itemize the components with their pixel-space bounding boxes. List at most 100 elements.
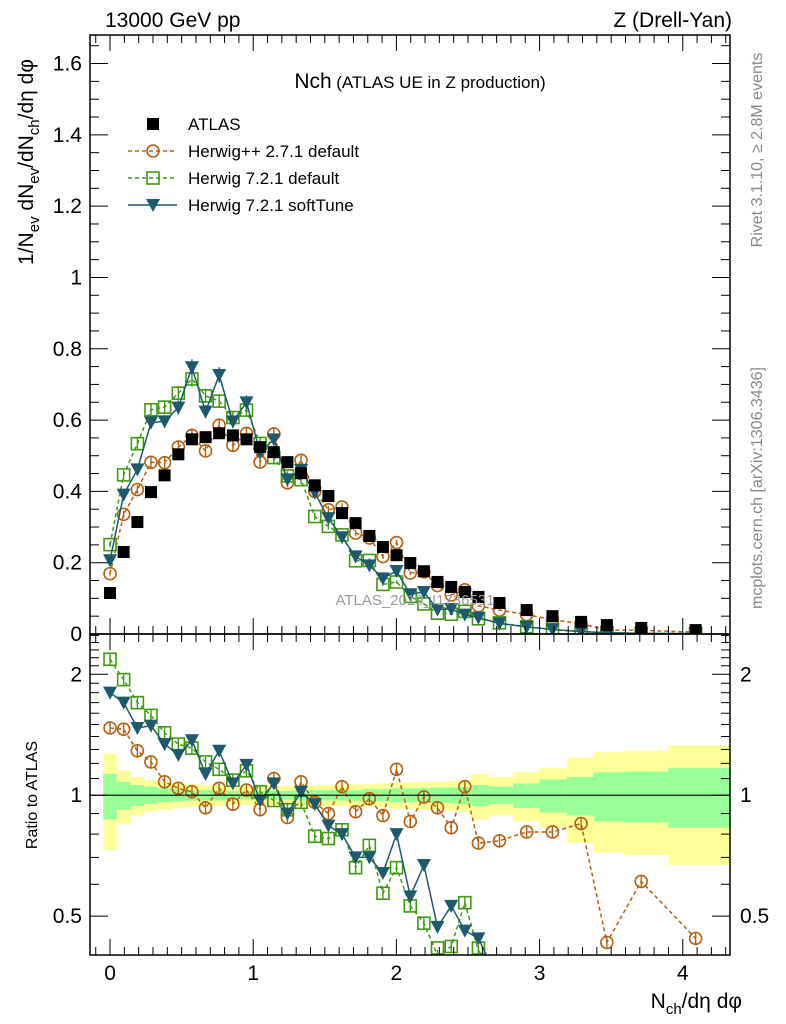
atlas-data-point — [185, 433, 198, 446]
side-text-top: Rivet 3.1.10, ≥ 2.8M events — [749, 53, 766, 248]
atlas-data-point — [635, 621, 648, 634]
data-point — [389, 564, 404, 578]
atlas-data-point — [104, 586, 117, 599]
svg-text:1/Nev dNev/dNch/dη dφ: 1/Nev dNev/dNch/dη dφ — [15, 59, 43, 265]
ratio-point — [389, 860, 404, 875]
ratio-point — [294, 785, 309, 799]
ylabel-sub: ev — [26, 167, 43, 183]
ratio-point — [348, 804, 363, 819]
atlas-data-point — [144, 486, 157, 499]
ratio-point — [417, 916, 431, 931]
data-point — [212, 369, 227, 383]
ratio-point — [430, 941, 445, 955]
ratio-point — [143, 719, 158, 733]
atlas-data-point — [322, 490, 335, 503]
data-point — [116, 488, 131, 502]
ylabel-sub: ch — [26, 119, 43, 135]
stat-uncertainty-band — [668, 767, 730, 828]
ratio-point — [600, 935, 614, 950]
data-point — [103, 554, 118, 568]
ratio-point — [389, 762, 404, 777]
data-point — [348, 550, 363, 564]
ratio-point — [375, 867, 390, 881]
data-point — [171, 386, 186, 401]
data-point — [198, 405, 213, 419]
atlas-data-point — [431, 575, 444, 588]
legend-label: Herwig++ 2.7.1 default — [188, 142, 359, 161]
y-tick-label: 1.6 — [53, 53, 82, 76]
data-point — [198, 444, 213, 458]
ratio-point — [280, 807, 295, 821]
ratio-point — [225, 777, 240, 791]
ratio-point — [335, 779, 349, 794]
atlas-data-point — [308, 479, 321, 492]
legend-label: ATLAS — [188, 115, 241, 134]
atlas-data-point — [493, 596, 506, 609]
data-point — [457, 608, 472, 622]
atlas-data-point — [158, 469, 171, 482]
ratio-point — [458, 779, 472, 794]
atlas-data-point — [404, 557, 417, 570]
data-point — [266, 433, 281, 447]
x-tick-label: 1 — [247, 962, 259, 985]
atlas-data-point — [390, 549, 403, 562]
ratio-panel-marks — [90, 652, 730, 955]
stat-uncertainty-band — [103, 773, 117, 820]
ratio-point — [267, 793, 281, 808]
main-panel-border — [89, 34, 731, 635]
watermark: ATLAS_2019_I1736531 — [335, 592, 494, 609]
legend-marker — [147, 118, 159, 130]
ratio-point — [157, 738, 172, 752]
data-point — [334, 531, 349, 545]
data-point — [103, 537, 117, 552]
data-point — [307, 509, 322, 524]
data-point — [171, 401, 186, 415]
atlas-data-point — [600, 619, 613, 632]
atlas-data-point — [335, 507, 348, 520]
atlas-data-point — [472, 590, 485, 603]
atlas-data-point — [349, 517, 362, 530]
atlas-data-point — [226, 429, 239, 442]
atlas-data-point — [520, 604, 533, 617]
xlabel-sub: ch — [666, 1001, 682, 1018]
data-point — [389, 535, 404, 550]
legend-marker — [146, 199, 160, 212]
atlas-data-point — [417, 565, 430, 578]
ratio-point — [171, 781, 186, 796]
xlabel-rest: /dη dφ — [682, 990, 742, 1013]
ratio-point — [519, 825, 534, 839]
ratio-point — [458, 895, 472, 910]
ylabel-part: /dN — [15, 135, 38, 168]
ratio-point — [157, 774, 172, 789]
data-point — [444, 603, 459, 617]
ratio-point — [430, 920, 445, 934]
ratio-point — [376, 886, 390, 901]
atlas-data-point — [281, 456, 294, 469]
ratio-point — [403, 890, 418, 904]
data-point — [157, 400, 172, 414]
x-tick-label: 3 — [534, 962, 546, 985]
data-point — [184, 361, 199, 375]
data-point — [362, 559, 377, 573]
ratio-point — [171, 748, 186, 762]
ratio-point — [212, 744, 227, 758]
ratio-point — [130, 695, 145, 710]
side-text-bottom: mcplots.cern.ch [arXiv:1306.3436] — [749, 367, 766, 609]
ratio-point — [198, 801, 213, 815]
ratio-point — [574, 816, 588, 831]
ratio-point — [348, 851, 363, 865]
ratio-point — [239, 758, 254, 772]
x-axis-label: Nch/dη dφ — [651, 990, 742, 1018]
data-point — [471, 611, 486, 625]
data-point — [144, 402, 158, 417]
ratio-point — [444, 820, 459, 835]
atlas-data-point — [295, 467, 308, 480]
data-point — [157, 455, 172, 470]
ratio-point — [307, 829, 322, 844]
ratio-line-0 — [109, 727, 697, 945]
atlas-data-point — [575, 615, 588, 628]
ratio-point — [184, 734, 199, 748]
series-line-0 — [109, 423, 696, 634]
ratio-point — [688, 931, 703, 946]
